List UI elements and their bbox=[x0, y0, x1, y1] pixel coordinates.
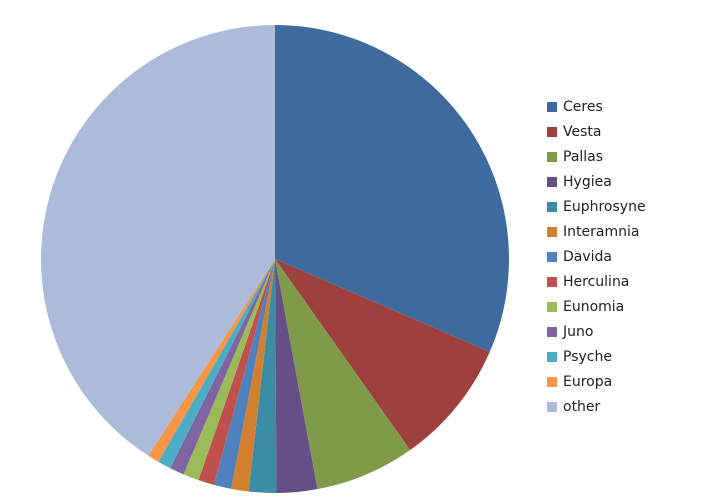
pie-slice bbox=[248, 259, 277, 493]
legend-label: other bbox=[563, 399, 601, 415]
legend-label: Eunomia bbox=[563, 299, 624, 315]
legend-label: Psyche bbox=[563, 349, 612, 365]
legend-swatch bbox=[547, 152, 557, 162]
pie-slice bbox=[275, 259, 490, 451]
legend-swatch bbox=[547, 377, 557, 387]
pie-slice bbox=[213, 259, 275, 489]
pie-slice bbox=[183, 259, 275, 481]
legend-swatch bbox=[547, 227, 557, 237]
legend-swatch bbox=[547, 252, 557, 262]
legend-swatch bbox=[547, 352, 557, 362]
legend-label: Juno bbox=[562, 324, 593, 340]
pie-slice bbox=[198, 259, 275, 485]
legend-label: Euphrosyne bbox=[563, 199, 646, 215]
legend-swatch bbox=[547, 327, 557, 337]
legend-swatch bbox=[547, 102, 557, 112]
pie-slice bbox=[275, 25, 509, 352]
legend-label: Interamnia bbox=[563, 224, 639, 240]
legend-label: Europa bbox=[563, 374, 612, 390]
legend-swatch bbox=[547, 277, 557, 287]
legend-swatch bbox=[547, 177, 557, 187]
legend-label: Vesta bbox=[563, 124, 601, 140]
pie-slice bbox=[170, 259, 275, 475]
legend-label: Ceres bbox=[563, 99, 603, 115]
legend-label: Hygiea bbox=[563, 174, 612, 190]
legend-swatch bbox=[547, 202, 557, 212]
legend-swatch bbox=[547, 127, 557, 137]
pie-slice bbox=[275, 259, 411, 490]
legend-label: Davida bbox=[563, 249, 612, 265]
legend-swatch bbox=[547, 302, 557, 312]
pie-slice bbox=[275, 259, 318, 493]
pie-slice bbox=[148, 259, 275, 462]
legend-label: Pallas bbox=[563, 149, 603, 165]
pie-slice bbox=[40, 25, 276, 456]
legend-label: Herculina bbox=[563, 274, 629, 290]
legend-swatch bbox=[547, 402, 557, 412]
pie-slice bbox=[158, 259, 275, 469]
pie-slice bbox=[231, 259, 275, 492]
